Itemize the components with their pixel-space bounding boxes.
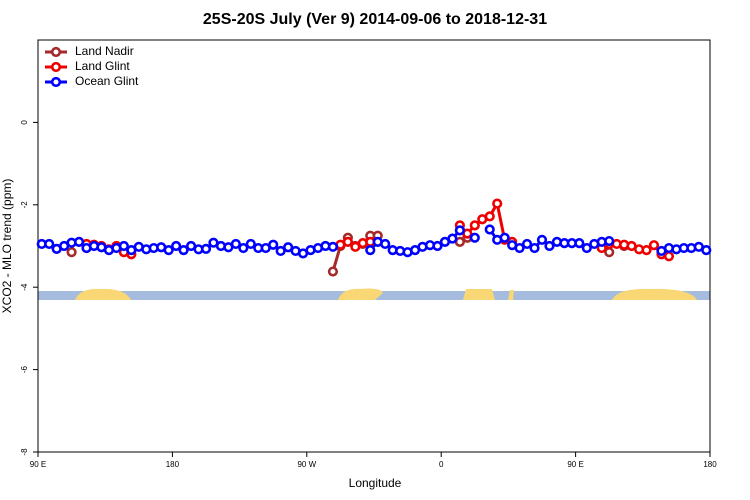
data-point (447, 233, 458, 244)
data-point (44, 238, 55, 250)
data-point (200, 243, 212, 254)
data-point (230, 238, 241, 250)
y-axis-label: XCO2 - MLO trend (ppm) (0, 179, 14, 314)
data-point (581, 242, 592, 254)
legend-label: Ocean Glint (75, 74, 139, 88)
data-point (544, 240, 555, 252)
data-point (469, 220, 480, 231)
data-point (648, 240, 660, 251)
legend-marker (50, 46, 62, 58)
y-tick-label: -4 (20, 283, 29, 291)
data-point (365, 245, 376, 256)
x-tick-label: 0 (439, 460, 444, 469)
legend-marker (50, 76, 62, 88)
data-point (73, 236, 85, 247)
x-tick-label: 180 (703, 460, 717, 469)
data-point (492, 198, 503, 209)
x-axis-label: Longitude (349, 476, 402, 490)
data-point (178, 245, 189, 256)
land-blob (612, 288, 697, 300)
data-point (641, 245, 652, 256)
data-point (283, 242, 294, 253)
y-tick-label: -8 (20, 448, 29, 456)
data-point (536, 234, 548, 245)
y-tick-label: -2 (20, 201, 29, 209)
data-point (238, 242, 249, 254)
land-blob (338, 288, 383, 300)
data-point (350, 241, 361, 252)
land-blob (463, 289, 495, 300)
data-point (380, 238, 391, 250)
data-point (514, 242, 525, 254)
axes: 90 E 180 90 W 0 90 E 180 -8 -6 -4 -2 0 (20, 120, 717, 469)
legend-label: Land Glint (75, 59, 130, 73)
x-tick-label: 90 E (30, 460, 46, 469)
data-point (469, 232, 480, 243)
data-point (327, 266, 339, 277)
data-point (245, 238, 256, 250)
data-point (529, 242, 540, 254)
data-point (701, 245, 712, 256)
data-point (275, 245, 286, 257)
x-tick-label: 90 E (567, 460, 583, 469)
land-mask-strip (38, 288, 710, 300)
data-point (66, 247, 77, 258)
data-point (327, 241, 339, 252)
data-point (484, 224, 495, 235)
data-point (499, 232, 510, 243)
land-blob (508, 290, 514, 300)
chart-title: 25S-20S July (Ver 9) 2014-09-06 to 2018-… (203, 11, 547, 28)
y-tick-label: 0 (20, 120, 29, 125)
x-tick-label: 180 (166, 460, 180, 469)
data-point (604, 235, 615, 247)
data-point (118, 240, 129, 252)
data-point (454, 225, 465, 236)
data-point (484, 211, 495, 222)
land-blob (75, 288, 131, 300)
legend-label: Land Nadir (75, 44, 134, 58)
data-point (342, 236, 353, 247)
data-point (432, 240, 443, 252)
legend-marker (50, 61, 62, 73)
data-point (521, 238, 533, 250)
marks (36, 198, 712, 277)
data-point (171, 240, 182, 252)
x-tick-label: 90 W (297, 460, 316, 469)
y-tick-label: -6 (20, 365, 29, 373)
data-point (663, 251, 675, 262)
data-point (268, 239, 279, 250)
data-point (163, 245, 174, 256)
data-point (574, 238, 585, 249)
